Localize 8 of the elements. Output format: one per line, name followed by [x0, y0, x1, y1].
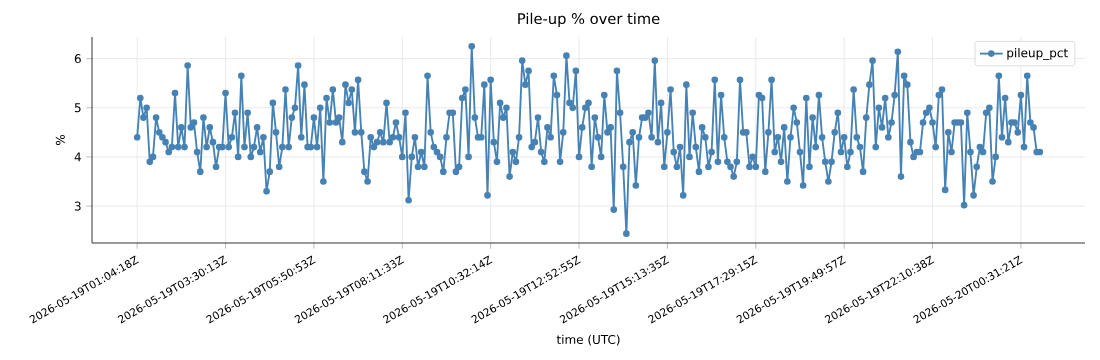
legend-label: pileup_pct	[1007, 48, 1068, 60]
x-axis-title: time (UTC)	[556, 334, 620, 346]
y-axis-title: %	[55, 134, 65, 146]
chart-title: Pile-up % over time	[518, 12, 660, 27]
y-tick-label: 4	[74, 152, 81, 162]
y-tick-label: 5	[74, 103, 81, 113]
y-tick-label: 6	[74, 54, 81, 64]
y-tick-label: 3	[74, 201, 81, 211]
